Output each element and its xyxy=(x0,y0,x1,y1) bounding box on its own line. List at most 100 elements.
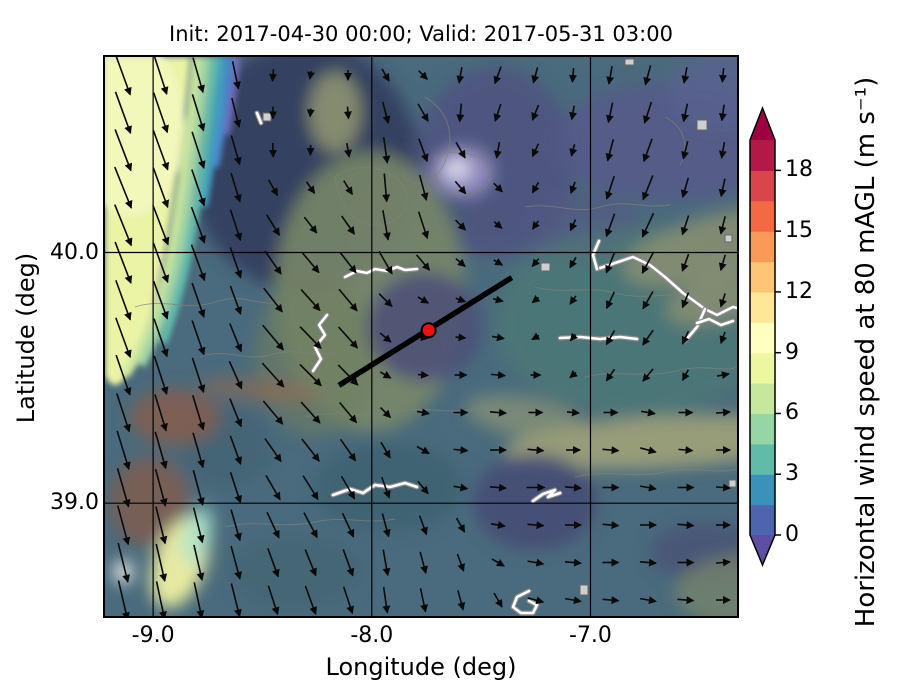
colorbar-tick-label: 12 xyxy=(785,278,813,304)
wind-arrow xyxy=(493,220,503,229)
wind-speed-map xyxy=(105,57,737,616)
wind-arrow xyxy=(715,408,731,417)
wind-arrow xyxy=(264,250,282,275)
coastal-gradient-stripe xyxy=(159,57,219,345)
wind-arrow xyxy=(569,67,577,83)
wind-arrow xyxy=(306,108,315,118)
colorbar-tick-label: 18 xyxy=(785,157,813,183)
wind-arrow xyxy=(229,472,243,504)
wind-arrow xyxy=(304,549,317,577)
wind-arrow xyxy=(340,475,356,500)
wind-arrow xyxy=(642,290,654,310)
wind-arrow xyxy=(677,596,695,605)
wind-arrow xyxy=(418,70,428,80)
wind-arrow xyxy=(681,292,690,309)
wind-arrow xyxy=(418,515,428,536)
wind-arrow xyxy=(455,141,466,159)
wind-arrow xyxy=(382,173,391,203)
wind-arrow xyxy=(569,181,578,195)
wind-arrow xyxy=(192,469,205,506)
wind-arrow xyxy=(154,431,168,470)
wind-arrow xyxy=(491,333,505,342)
wind-arrow xyxy=(566,408,580,417)
wind-arrow xyxy=(192,57,205,94)
wind-arrow xyxy=(419,551,428,575)
wind-arrow xyxy=(264,438,282,463)
wind-arrow xyxy=(378,250,393,275)
wind-arrow xyxy=(455,258,466,267)
wind-arrow xyxy=(639,596,657,605)
wind-arrow xyxy=(643,65,652,86)
wind-arrow xyxy=(230,545,242,580)
wind-arrow xyxy=(191,320,206,356)
field-blob xyxy=(309,72,361,152)
wind-arrow xyxy=(453,446,469,454)
wind-arrow xyxy=(229,247,243,279)
wind-arrow xyxy=(117,580,130,616)
wind-arrow xyxy=(299,326,322,350)
wind-arrow xyxy=(681,253,690,272)
wind-arrow xyxy=(192,507,205,544)
field-blob xyxy=(200,376,320,404)
wind-arrow xyxy=(339,438,357,462)
y-tick-label: 40.0 xyxy=(50,239,99,265)
wind-arrow xyxy=(641,251,655,274)
wind-arrow xyxy=(569,105,577,121)
wind-arrow xyxy=(531,181,540,194)
y-axis-label: Latitude (deg) xyxy=(12,252,40,424)
wind-arrow xyxy=(301,438,320,462)
contour-line xyxy=(334,166,408,226)
wind-arrow xyxy=(602,596,620,605)
wind-arrow xyxy=(153,57,169,95)
wind-arrow xyxy=(191,169,206,207)
wind-arrow xyxy=(457,590,466,611)
colorbar-segment xyxy=(750,504,775,536)
wind-arrow xyxy=(606,65,615,85)
wind-arrow xyxy=(491,558,505,567)
x-tick-label: -9.0 xyxy=(131,623,175,648)
wind-arrow xyxy=(191,357,206,394)
wind-arrow xyxy=(715,483,731,492)
wind-arrow xyxy=(115,354,132,396)
river-line xyxy=(331,481,419,497)
contour-line xyxy=(304,408,476,418)
grid-lines xyxy=(105,57,737,616)
colorbar-label: Horizontal wind speed at 80 mAGL (m s⁻¹) xyxy=(851,76,881,628)
wind-arrow xyxy=(191,94,206,132)
wind-arrow xyxy=(602,446,620,455)
wind-arrow xyxy=(193,544,205,582)
wind-arrow xyxy=(416,445,430,455)
colorbar-segment xyxy=(750,291,775,323)
wind-arrow xyxy=(417,370,429,379)
urban-patch xyxy=(540,262,551,272)
wind-arrow xyxy=(640,408,656,417)
colorbar xyxy=(749,105,781,567)
field-blob xyxy=(665,57,737,130)
wind-arrow xyxy=(642,175,654,201)
wind-arrow xyxy=(569,332,578,342)
colorbar-tick-label: 3 xyxy=(785,461,799,487)
wind-arrow xyxy=(154,394,168,432)
wind-arrow xyxy=(191,395,206,431)
wind-arrow xyxy=(378,293,393,308)
wind-arrow xyxy=(266,511,280,539)
wind-arrow xyxy=(152,167,170,209)
wind-arrow xyxy=(339,251,357,274)
wind-arrow xyxy=(605,139,615,162)
wind-arrow xyxy=(382,137,391,164)
wind-arrow xyxy=(569,219,578,232)
colorbar-segment xyxy=(750,352,775,384)
wind-arrow xyxy=(418,174,429,202)
wind-arrow xyxy=(267,585,280,616)
wind-arrow xyxy=(261,362,285,388)
colorbar-tick-label: 6 xyxy=(785,400,799,426)
wind-arrow xyxy=(456,103,465,123)
contour-line xyxy=(224,518,396,528)
wind-arrow xyxy=(302,475,319,501)
wind-arrow xyxy=(493,103,502,123)
wind-arrow xyxy=(267,179,279,197)
wind-arrow xyxy=(641,212,655,238)
wind-arrow xyxy=(681,141,689,160)
wind-arrow xyxy=(718,254,727,272)
wind-arrow xyxy=(114,166,133,209)
